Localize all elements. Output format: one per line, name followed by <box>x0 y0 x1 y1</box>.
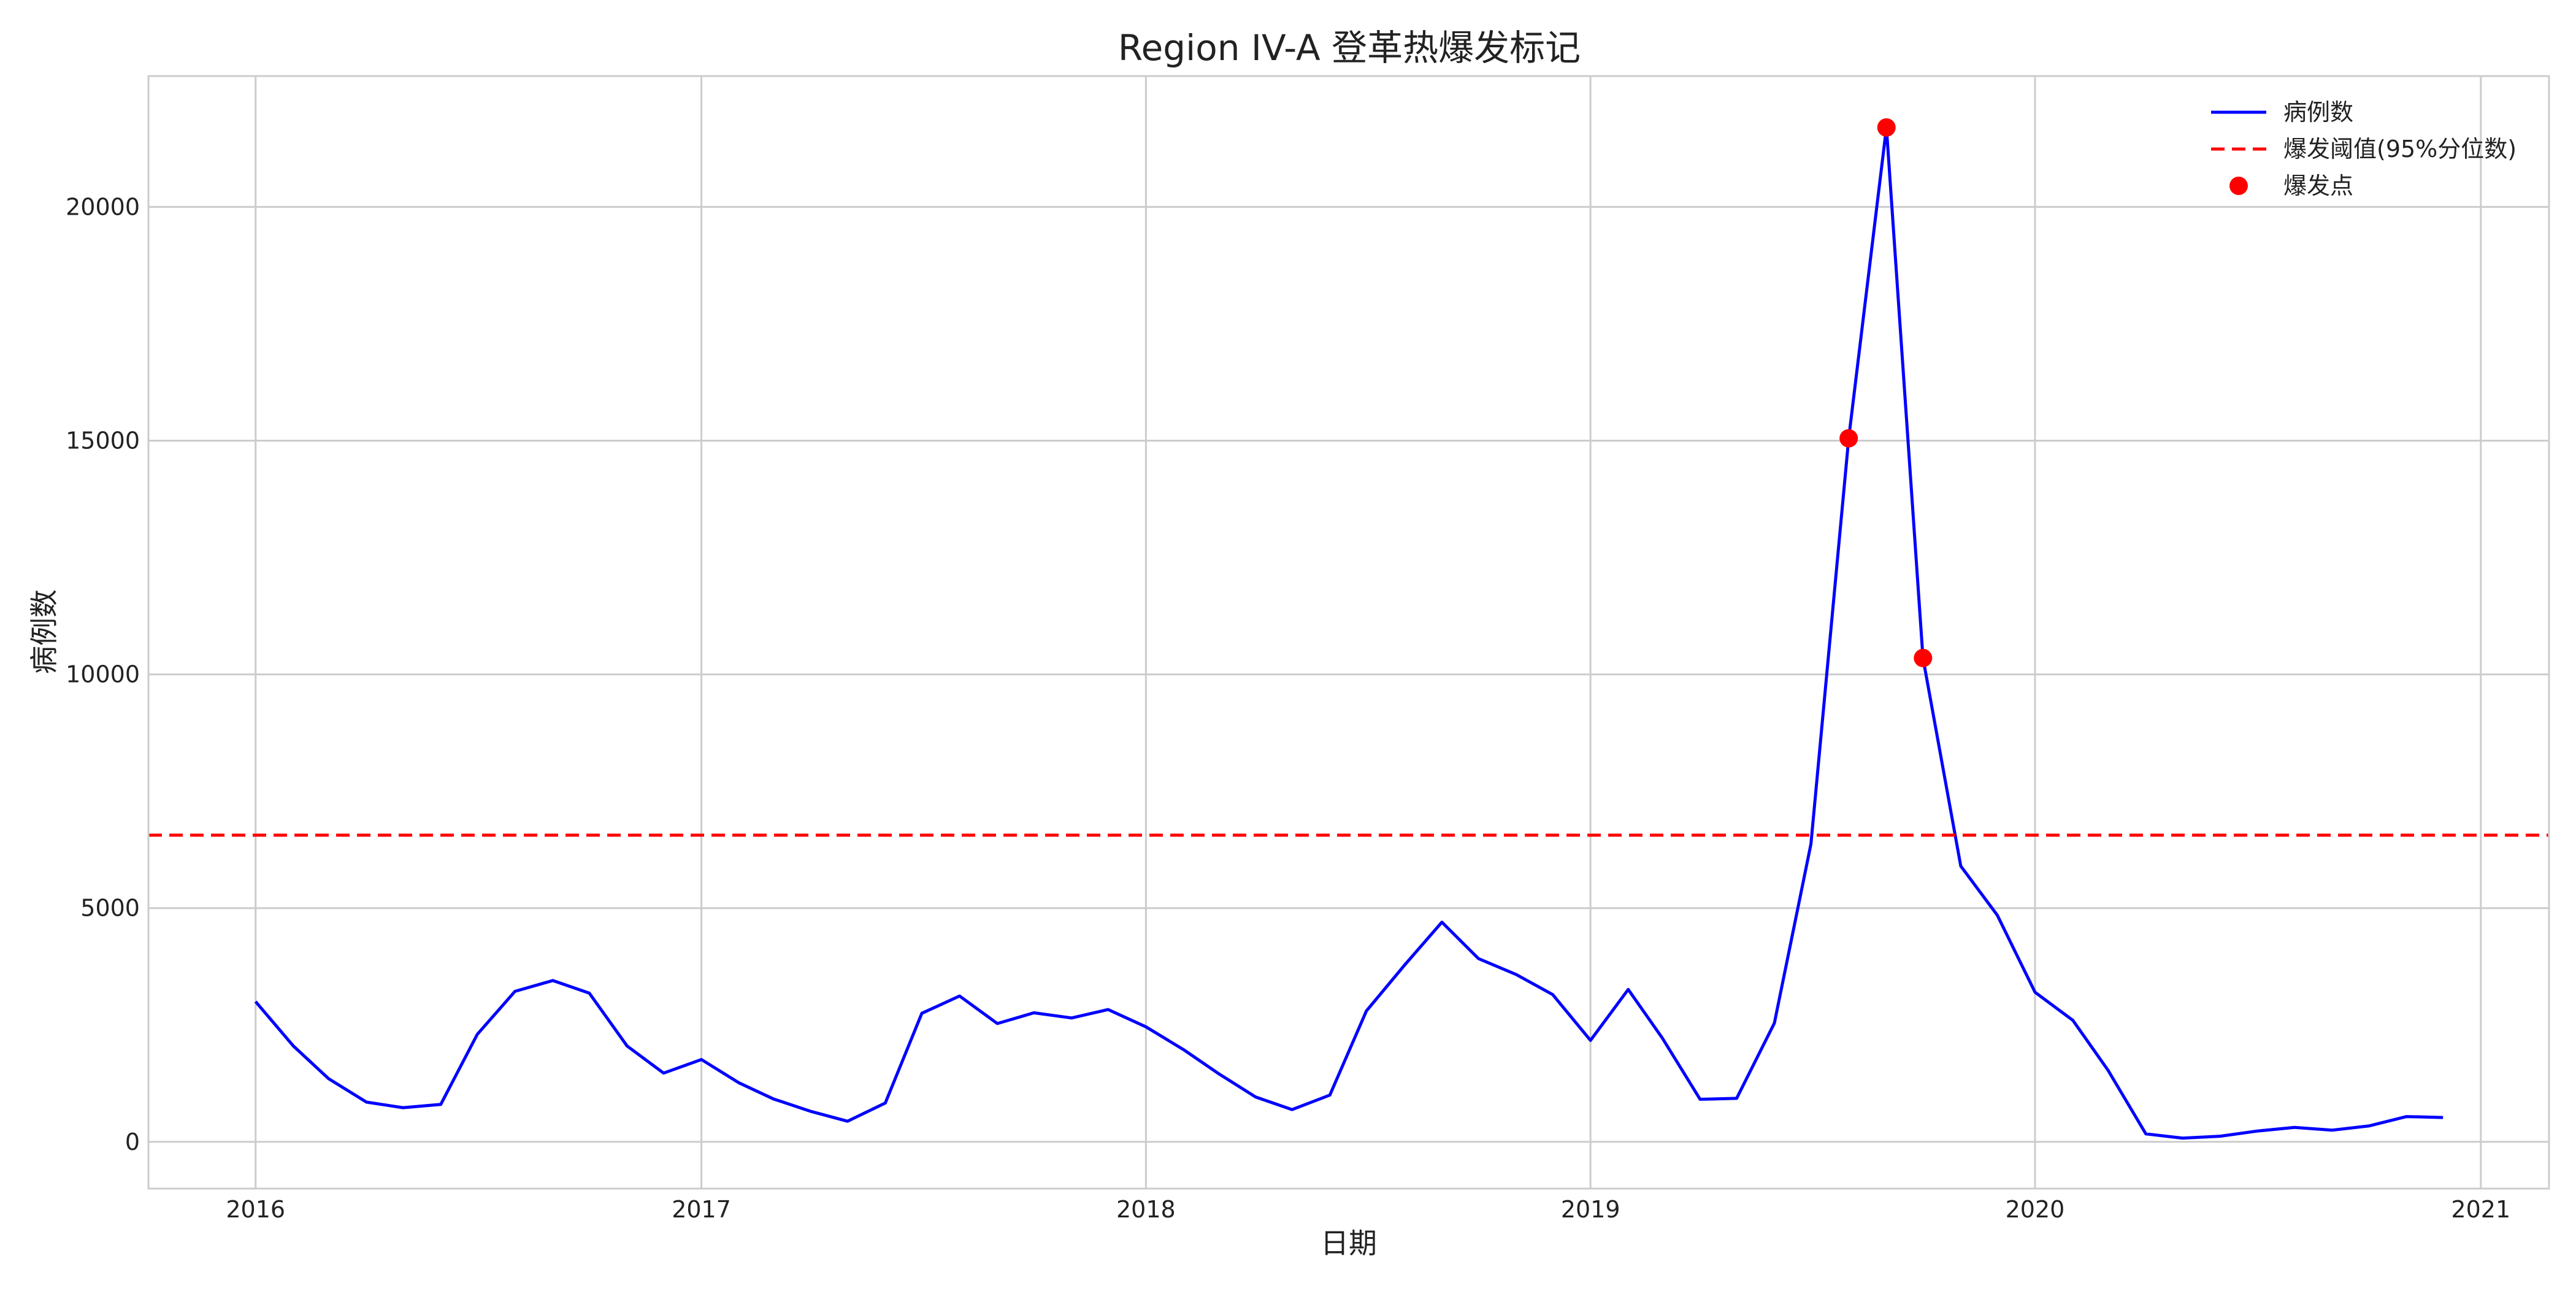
legend-marker-swatch <box>2229 177 2248 195</box>
outbreak-point <box>1877 118 1896 137</box>
chart-title: Region IV-A 登革热爆发标记 <box>1118 27 1581 69</box>
x-tick-label: 2017 <box>672 1196 731 1223</box>
x-tick-label: 2019 <box>1561 1196 1620 1223</box>
x-tick-label: 2018 <box>1116 1196 1176 1223</box>
y-axis-label: 病例数 <box>28 589 61 674</box>
cases-line <box>254 126 2444 1140</box>
x-tick-label: 2016 <box>226 1196 285 1223</box>
x-tick-label: 2020 <box>2006 1196 2065 1223</box>
y-tick-label: 5000 <box>80 895 140 922</box>
legend-label: 病例数 <box>2283 99 2353 126</box>
y-tick-label: 0 <box>125 1128 140 1155</box>
x-tick-label: 2021 <box>2451 1196 2510 1223</box>
legend-label: 爆发点 <box>2283 172 2353 199</box>
plot-frame <box>147 75 2550 1190</box>
tick-layer: 2016 2017 2018 2019 2020 2021 0 5000 10000 15000 2… <box>66 193 2510 1223</box>
y-tick-label: 15000 <box>66 427 140 454</box>
outbreak-point <box>1914 648 1933 667</box>
plot-layer <box>148 118 2549 1140</box>
outbreak-point <box>1839 429 1858 448</box>
legend-label: 爆发阈值(95%分位数) <box>2283 136 2517 163</box>
x-axis-label: 日期 <box>1321 1227 1377 1260</box>
y-tick-label: 20000 <box>66 193 140 220</box>
y-tick-label: 10000 <box>66 661 140 688</box>
grid-layer <box>148 76 2549 1189</box>
